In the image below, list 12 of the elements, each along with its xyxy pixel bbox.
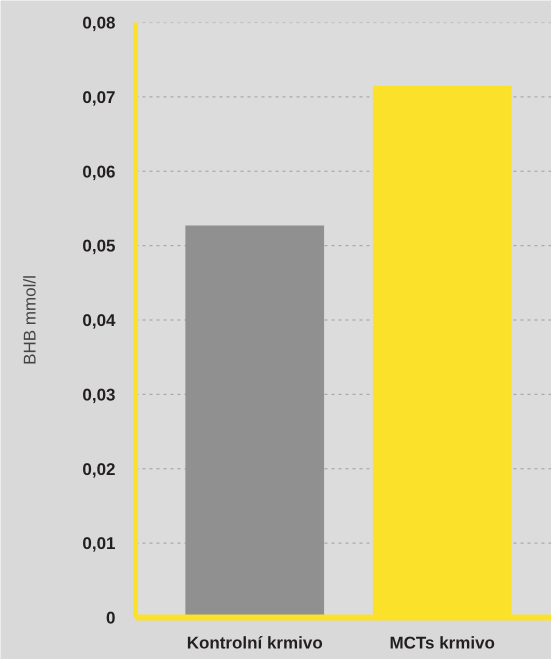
y-tick-label: 0,02 — [82, 460, 116, 479]
y-tick-label: 0,06 — [82, 162, 116, 182]
y-tick-label: 0,08 — [82, 14, 116, 32]
y-tick-label: 0,01 — [82, 534, 116, 554]
y-tick-label: 0,03 — [82, 385, 116, 404]
y-axis-title: BHB mmol/l — [20, 275, 40, 365]
y-tick-label: 0,07 — [82, 88, 116, 107]
y-tick-label: 0,04 — [82, 311, 116, 330]
x-tick-label: Kontrolní krmivo — [186, 634, 323, 652]
y-tick-label: 0,05 — [82, 236, 116, 256]
y-tick-label: 0 — [106, 608, 116, 628]
x-tick-label: MCTs krmivo — [389, 634, 495, 652]
